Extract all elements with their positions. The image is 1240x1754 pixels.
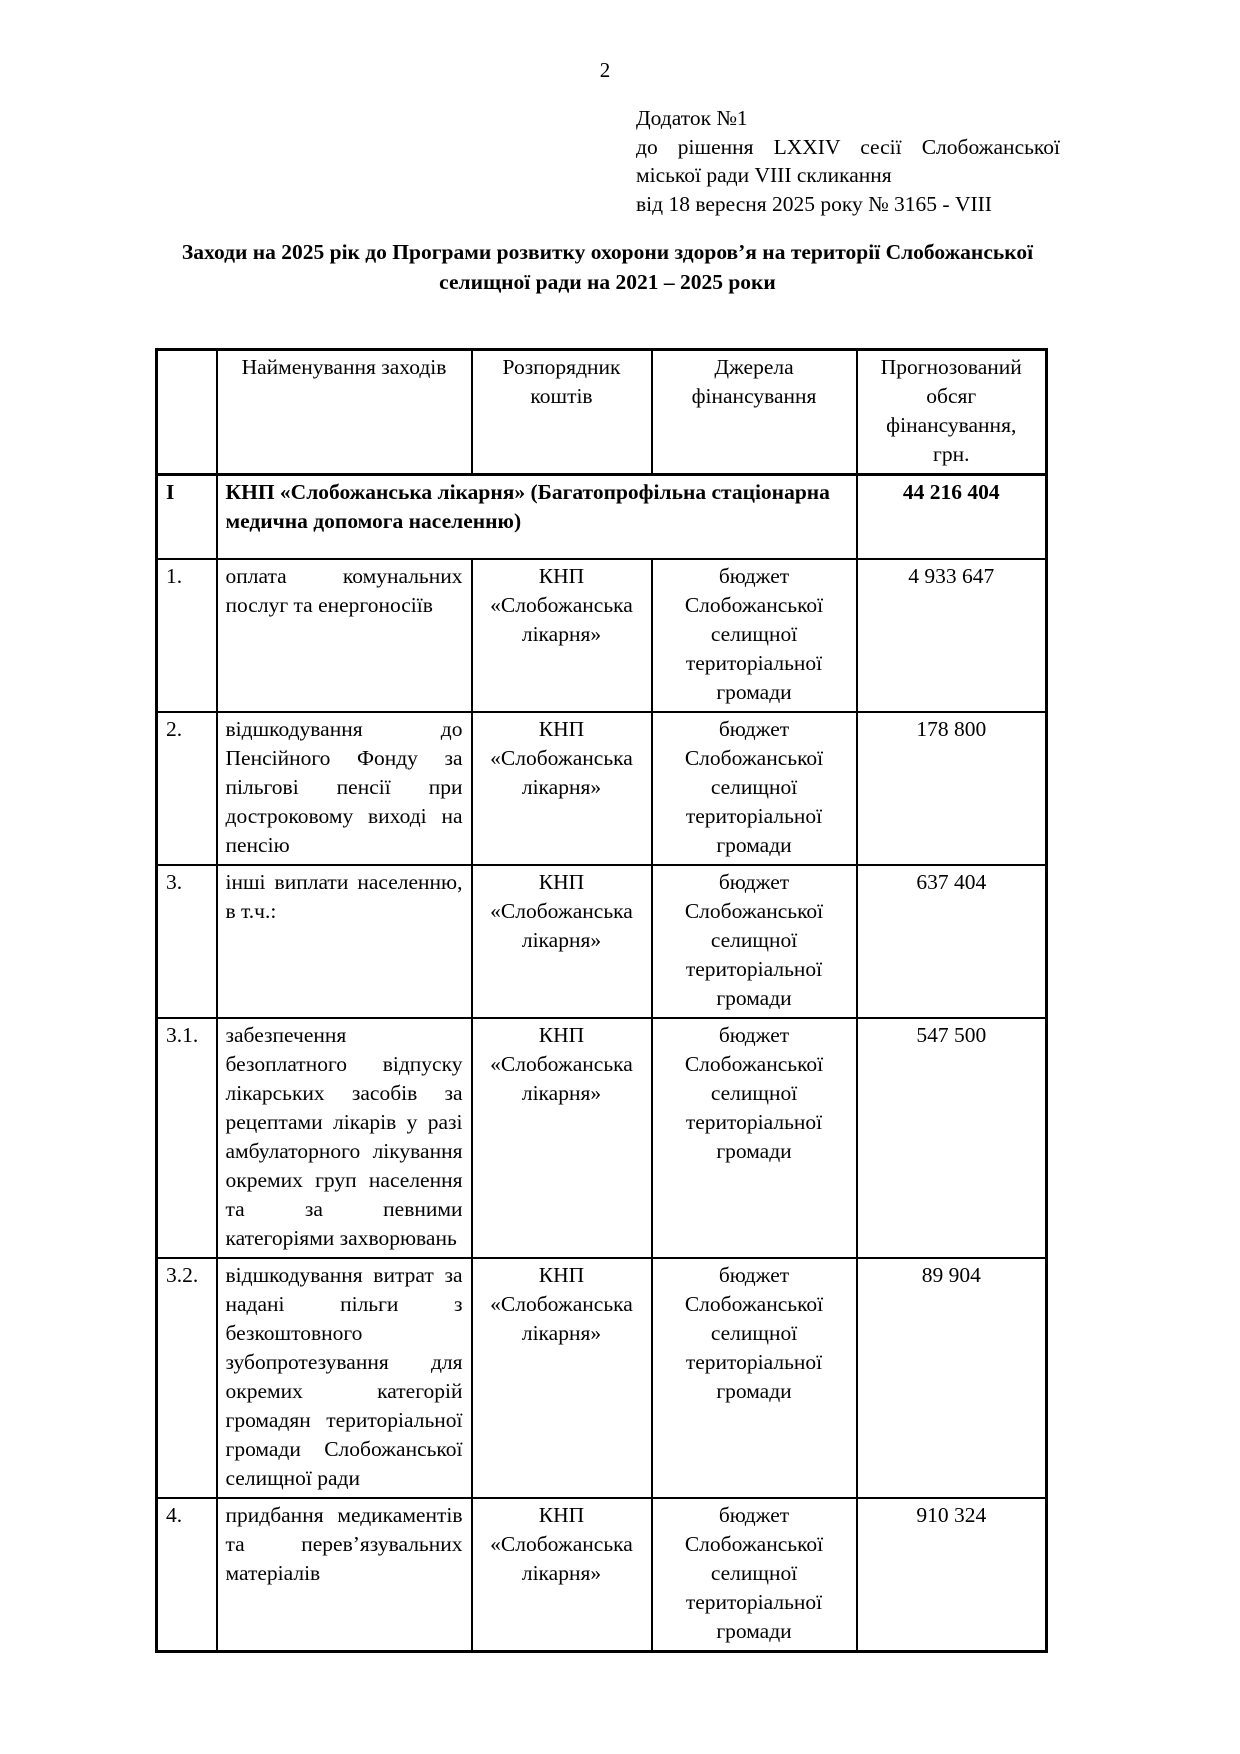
cell-manager: КНП «Слобожанська лікарня» xyxy=(470,863,653,1019)
page-number: 2 xyxy=(599,58,611,82)
cell-amount: 89 904 xyxy=(855,1256,1048,1499)
col-header-manager: Розпорядник коштів xyxy=(470,348,653,476)
annex-line-4: від 18 вересня 2025 року № 3165 - VIII xyxy=(636,191,992,216)
cell-num: 3.2. xyxy=(155,1256,218,1499)
cell-num: 3. xyxy=(155,863,218,1019)
cell-num: 4. xyxy=(155,1496,218,1652)
cell-name: відшкодування до Пенсійного Фонду за піл… xyxy=(215,710,473,866)
cell-num: 1. xyxy=(155,557,218,713)
cell-manager: КНП «Слобожанська лікарня» xyxy=(470,710,653,866)
cell-amount: 637 404 xyxy=(855,863,1048,1019)
table-row: 3.1. забезпечення безоплатного відпуску … xyxy=(155,1016,1048,1259)
document-title: Заходи на 2025 рік до Програми розвитку … xyxy=(181,240,1034,294)
cell-section-num: I xyxy=(155,473,218,560)
annex-line-3: міської ради VIII скликання xyxy=(636,163,892,187)
col-header-source: Джерела фінансування xyxy=(650,348,858,476)
col-header-amount: Прогнозований обсяг фінансування, грн. xyxy=(855,348,1048,476)
table-row: 4. придбання медикаментів та перев’язува… xyxy=(155,1496,1048,1652)
measures-table: Найменування заходів Розпорядник коштів … xyxy=(155,348,1048,1653)
cell-section-amount: 44 216 404 xyxy=(855,473,1048,560)
cell-amount: 910 324 xyxy=(855,1496,1048,1652)
table-row: 2. відшкодування до Пенсійного Фонду за … xyxy=(155,710,1048,866)
table-row: 3.2. відшкодування витрат за надані піль… xyxy=(155,1256,1048,1499)
table-header-row: Найменування заходів Розпорядник коштів … xyxy=(155,348,1048,476)
table-section-row: I КНП «Слобожанська лікарня» (Багатопроф… xyxy=(155,473,1048,560)
cell-source: бюджет Слобожанської селищної територіал… xyxy=(650,557,858,713)
cell-source: бюджет Слобожанської селищної територіал… xyxy=(650,710,858,866)
cell-manager: КНП «Слобожанська лікарня» xyxy=(470,1496,653,1652)
cell-num: 3.1. xyxy=(155,1016,218,1259)
cell-manager: КНП «Слобожанська лікарня» xyxy=(470,1016,653,1259)
cell-amount: 4 933 647 xyxy=(855,557,1048,713)
cell-name: придбання медикаментів та перев’язувальн… xyxy=(215,1496,473,1652)
cell-num: 2. xyxy=(155,710,218,866)
annex-line-1: Додаток №1 xyxy=(636,106,748,130)
annex-header-block: Додаток №1 до рішення LXXIV сесії Слобож… xyxy=(636,104,1060,218)
cell-name: забезпечення безоплатного відпуску лікар… xyxy=(215,1016,473,1259)
table-row: 1. оплата комунальних послуг та енергоно… xyxy=(155,557,1048,713)
cell-amount: 547 500 xyxy=(855,1016,1048,1259)
cell-section-name: КНП «Слобожанська лікарня» (Багатопрофіл… xyxy=(215,473,858,560)
cell-source: бюджет Слобожанської селищної територіал… xyxy=(650,1496,858,1652)
cell-amount: 178 800 xyxy=(855,710,1048,866)
cell-name: інші виплати населенню, в т.ч.: xyxy=(215,863,473,1019)
cell-manager: КНП «Слобожанська лікарня» xyxy=(470,1256,653,1499)
col-header-num xyxy=(155,348,218,476)
cell-name: відшкодування витрат за надані пільги з … xyxy=(215,1256,473,1499)
cell-name: оплата комунальних послуг та енергоносії… xyxy=(215,557,473,713)
annex-line-2: до рішення LXXIV сесії Слобожанської xyxy=(636,134,1060,159)
table-row: 3. інші виплати населенню, в т.ч.: КНП «… xyxy=(155,863,1048,1019)
cell-source: бюджет Слобожанської селищної територіал… xyxy=(650,1256,858,1499)
cell-manager: КНП «Слобожанська лікарня» xyxy=(470,557,653,713)
cell-source: бюджет Слобожанської селищної територіал… xyxy=(650,863,858,1019)
col-header-name: Найменування заходів xyxy=(215,348,473,476)
cell-source: бюджет Слобожанської селищної територіал… xyxy=(650,1016,858,1259)
